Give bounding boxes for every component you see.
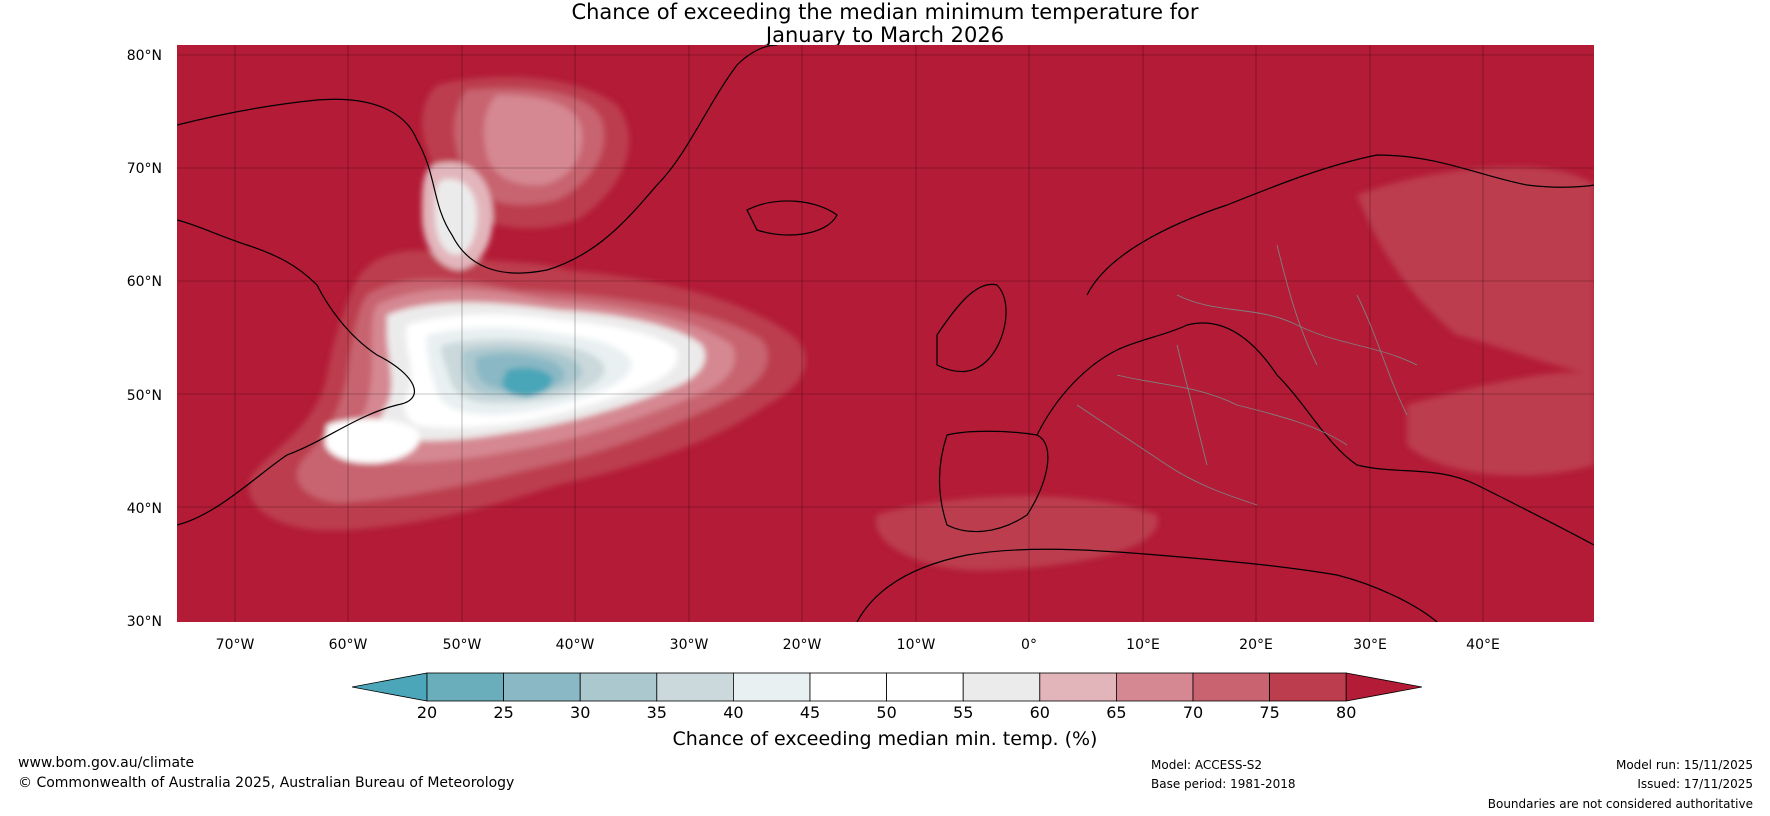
lon-label-60w: 60°W: [328, 637, 368, 653]
lon-label-10e: 10°E: [1126, 637, 1160, 653]
lat-label-50n: 50°N: [126, 388, 162, 404]
uk-coast: [936, 283, 1007, 373]
colorbar-segment: [426, 672, 504, 702]
lat-label-40n: 40°N: [126, 501, 162, 517]
contour-75-europe: [1357, 166, 1594, 375]
probability-map: [177, 45, 1594, 622]
colorbar-segment: [503, 672, 581, 702]
colorbar-segment: [656, 672, 734, 702]
colorbar-segment: [1039, 672, 1117, 702]
contour-65-north: [484, 95, 583, 186]
colorbar-tick-label: 70: [1182, 703, 1204, 722]
coastlines: [177, 45, 1594, 622]
colorbar-tick-label: 65: [1106, 703, 1127, 722]
colorbar-arrow-low: [352, 672, 428, 702]
map-title-line1: Chance of exceeding the median minimum t…: [571, 0, 1199, 24]
colorbar-tick-label: 55: [953, 703, 974, 722]
colorbar-segment: [1269, 672, 1347, 702]
africa-coast: [856, 548, 1438, 622]
lon-label-40w: 40°W: [555, 637, 595, 653]
colorbar-segment: [809, 672, 887, 702]
colorbar-tick-label: 50: [876, 703, 897, 722]
colorbar-tick-label: 30: [570, 703, 591, 722]
colorbar-tick-label: 80: [1336, 703, 1357, 722]
colorbar-tick-label: 35: [646, 703, 667, 722]
colorbar-tick-label: 40: [723, 703, 744, 722]
lat-label-60n: 60°N: [126, 274, 162, 290]
footer-model-run: Model run: 15/11/2025: [1615, 758, 1753, 772]
colorbar-tick-label: 25: [493, 703, 514, 722]
greenland-coast: [416, 45, 778, 274]
contour-75-med: [875, 496, 1158, 571]
colorbar-tick-label: 60: [1029, 703, 1050, 722]
lon-label-70w: 70°W: [215, 637, 255, 653]
baffin-coast: [177, 98, 418, 141]
colorbar-title: Chance of exceeding median min. temp. (%…: [672, 728, 1098, 750]
colorbar-arrow-high: [1345, 672, 1422, 702]
lon-label-20w: 20°W: [782, 637, 822, 653]
footer-base-period: Base period: 1981-2018: [1151, 777, 1296, 791]
colorbar: [352, 672, 1422, 702]
footer-copyright: © Commonwealth of Australia 2025, Austra…: [18, 775, 515, 791]
colorbar-segment: [579, 672, 658, 702]
lon-label-10w: 10°W: [896, 637, 936, 653]
footer-disclaimer: Boundaries are not considered authoritat…: [1487, 797, 1753, 811]
iberia-coast: [938, 430, 1049, 533]
footer-issued: Issued: 17/11/2025: [1637, 777, 1753, 791]
contour-60-greenland-core: [435, 179, 477, 255]
colorbar-tick-label: 75: [1259, 703, 1280, 722]
colorbar-segment: [732, 672, 811, 702]
lon-label-30w: 30°W: [669, 637, 709, 653]
colorbar-segment: [962, 672, 1041, 702]
colorbar-segment: [1192, 672, 1270, 702]
lon-label-20e: 20°E: [1239, 637, 1273, 653]
contour-25: [502, 367, 553, 397]
graticule: [177, 45, 1594, 622]
iceland-coast: [746, 200, 838, 236]
colorbar-tick-label: 20: [416, 703, 438, 722]
lon-label-30e: 30°E: [1353, 637, 1387, 653]
footer-model: Model: ACCESS-S2: [1151, 758, 1263, 772]
contour-75-east: [1407, 372, 1594, 476]
canada-coast: [177, 219, 415, 526]
lon-label-0: 0°: [1021, 637, 1037, 653]
footer-website: www.bom.gov.au/climate: [18, 755, 195, 771]
lon-label-40e: 40°E: [1466, 637, 1500, 653]
lon-label-50w: 50°W: [442, 637, 482, 653]
country-borders: [1076, 244, 1418, 506]
probability-contours: [248, 76, 1594, 571]
colorbar-segment: [886, 672, 964, 702]
colorbar-tick-label: 45: [799, 703, 821, 722]
lat-label-30n: 30°N: [126, 614, 162, 630]
contour-50-atl-sw: [325, 418, 420, 464]
map-canvas: [177, 45, 1594, 622]
europe-coast: [1036, 322, 1594, 546]
scandinavia-coast: [1086, 154, 1594, 296]
map-title-line2: January to March 2026: [765, 23, 1005, 47]
lat-label-80n: 80°N: [126, 48, 162, 64]
colorbar-segment: [1116, 672, 1194, 702]
lat-label-70n: 70°N: [126, 161, 162, 177]
